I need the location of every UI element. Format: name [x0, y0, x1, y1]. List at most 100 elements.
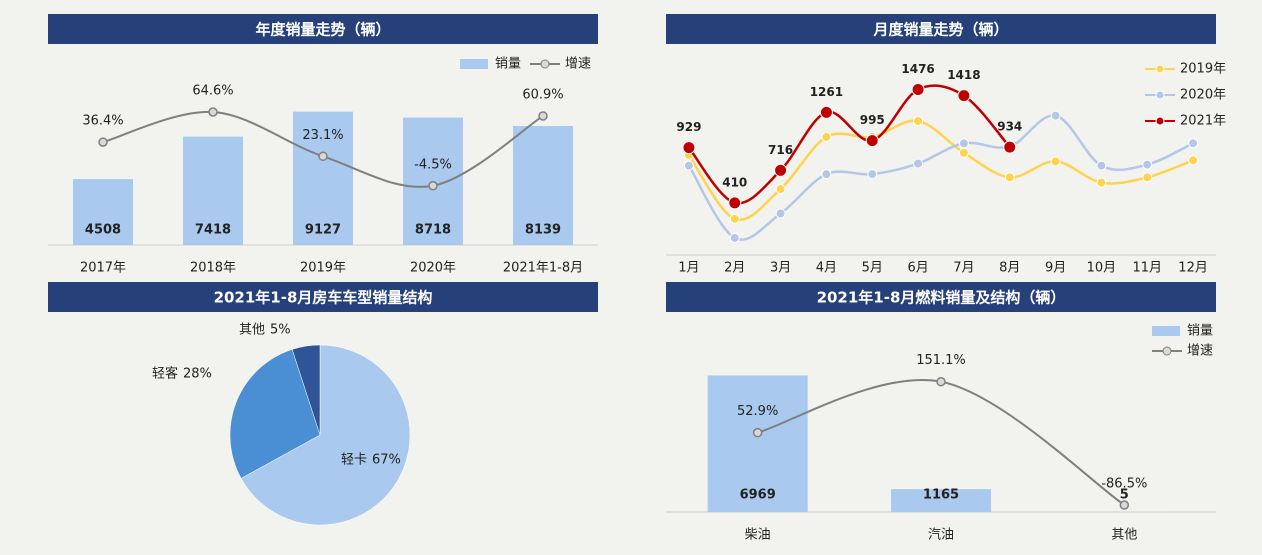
bar: [891, 489, 991, 512]
line-marker: [821, 169, 832, 180]
x-tick-label: 汽油: [928, 528, 954, 543]
x-tick-label: 2018年: [190, 261, 236, 276]
bar-value-label: 9127: [305, 223, 341, 238]
panel-header: [666, 282, 1216, 312]
x-tick-label: 9月: [1045, 261, 1066, 276]
line-marker: [683, 160, 694, 171]
line-value-label: 36.4%: [82, 114, 123, 129]
line-marker: [819, 105, 833, 119]
x-tick-label: 1月: [678, 261, 699, 276]
line-marker: [1050, 156, 1061, 167]
line-marker: [1096, 160, 1107, 171]
line-marker: [821, 131, 832, 142]
line-value-label: 1476: [901, 62, 934, 76]
line-value-label: 410: [722, 175, 747, 189]
legend-label: 2021年: [1180, 114, 1226, 129]
x-tick-label: 2020年: [410, 261, 456, 276]
line-marker: [958, 138, 969, 149]
legend-label: 2019年: [1180, 62, 1226, 77]
line-value-label: 64.6%: [192, 84, 233, 99]
legend-marker: [1155, 116, 1165, 126]
x-tick-label: 3月: [770, 261, 791, 276]
x-tick-label: 7月: [953, 261, 974, 276]
line-marker: [729, 213, 740, 224]
bar-value-label: 4508: [85, 223, 121, 238]
line-value-label: 1418: [947, 68, 980, 82]
line: [757, 379, 1125, 506]
pie-slice: [291, 344, 321, 436]
legend-label: 增速: [1187, 344, 1213, 359]
bar-value-label: 8718: [415, 223, 451, 238]
bar: [73, 179, 133, 245]
x-tick-label: 8月: [999, 261, 1020, 276]
pie-category-label: 轻卡: [341, 453, 367, 468]
line-marker: [752, 427, 763, 438]
line-marker: [729, 232, 740, 243]
x-tick-label: 2017年: [80, 261, 126, 276]
line-marker: [1003, 140, 1017, 154]
line-marker: [911, 82, 925, 96]
bar-value-label: 7418: [195, 223, 231, 238]
line-marker: [958, 147, 969, 158]
line-marker: [913, 158, 924, 169]
x-tick-label: 其他: [1111, 528, 1137, 543]
x-tick-label: 6月: [907, 261, 928, 276]
pie-category-label: 其他: [239, 323, 265, 338]
x-tick-label: 2019年: [300, 261, 346, 276]
legend-marker: [540, 59, 550, 69]
line-marker: [682, 141, 696, 155]
line-value-label: 151.1%: [916, 353, 966, 368]
bar-value-label: 6969: [740, 488, 776, 503]
line-marker: [1119, 500, 1130, 510]
x-tick-label: 2月: [724, 261, 745, 276]
legend-label: 增速: [565, 57, 591, 72]
line-marker: [1142, 159, 1153, 170]
bar: [513, 126, 573, 245]
line-marker: [1142, 172, 1153, 183]
panel-title: 年度销量走势（辆）: [255, 21, 390, 39]
line-value-label: 60.9%: [522, 87, 563, 102]
legend-label: 销量: [1187, 324, 1213, 339]
line-marker: [1096, 177, 1107, 188]
line-marker: [1188, 138, 1199, 149]
line-value-label: -86.5%: [1101, 476, 1147, 491]
x-tick-label: 2021年1-8月: [503, 261, 583, 276]
x-tick-label: 柴油: [745, 528, 771, 543]
line-value-label: 1261: [810, 85, 843, 99]
line-marker: [318, 151, 328, 162]
panel-header: [48, 14, 598, 44]
line-marker: [728, 196, 742, 210]
line-marker: [775, 184, 786, 195]
line-marker: [913, 115, 924, 126]
bar: [293, 111, 353, 246]
panel-header: [48, 282, 598, 312]
pie-slice: [240, 344, 411, 526]
bar-value-label: 8139: [525, 223, 561, 238]
pie-value-label: 67%: [372, 453, 401, 468]
bar-value-label: 1165: [923, 488, 959, 503]
line-marker: [1050, 110, 1061, 121]
x-tick-label: 4月: [816, 261, 837, 276]
legend-marker: [1155, 64, 1165, 74]
pie-category-label: 轻客: [152, 366, 178, 382]
line-value-label: 995: [860, 113, 885, 127]
line-value-label: 934: [997, 120, 1022, 134]
legend-swatch: [460, 59, 488, 69]
pie-value-label: 28%: [183, 367, 212, 382]
legend-label: 2020年: [1180, 88, 1226, 103]
line-value-label: 52.9%: [737, 404, 778, 419]
line-marker: [1188, 155, 1199, 166]
x-tick-label: 11月: [1132, 261, 1162, 276]
panel-title: 月度销量走势（辆）: [872, 21, 1008, 39]
line-marker: [538, 111, 548, 121]
line-marker: [428, 181, 438, 191]
pie-value-label: 5%: [270, 323, 291, 338]
line-value-label: 929: [676, 120, 701, 134]
legend-marker: [1155, 90, 1165, 100]
panel-header: [666, 14, 1216, 44]
panel-title: 2021年1-8月房车车型销量结构: [214, 289, 433, 307]
bar-value-label: 5: [1120, 488, 1129, 503]
x-tick-label: 10月: [1087, 261, 1117, 276]
line-marker: [208, 107, 218, 117]
